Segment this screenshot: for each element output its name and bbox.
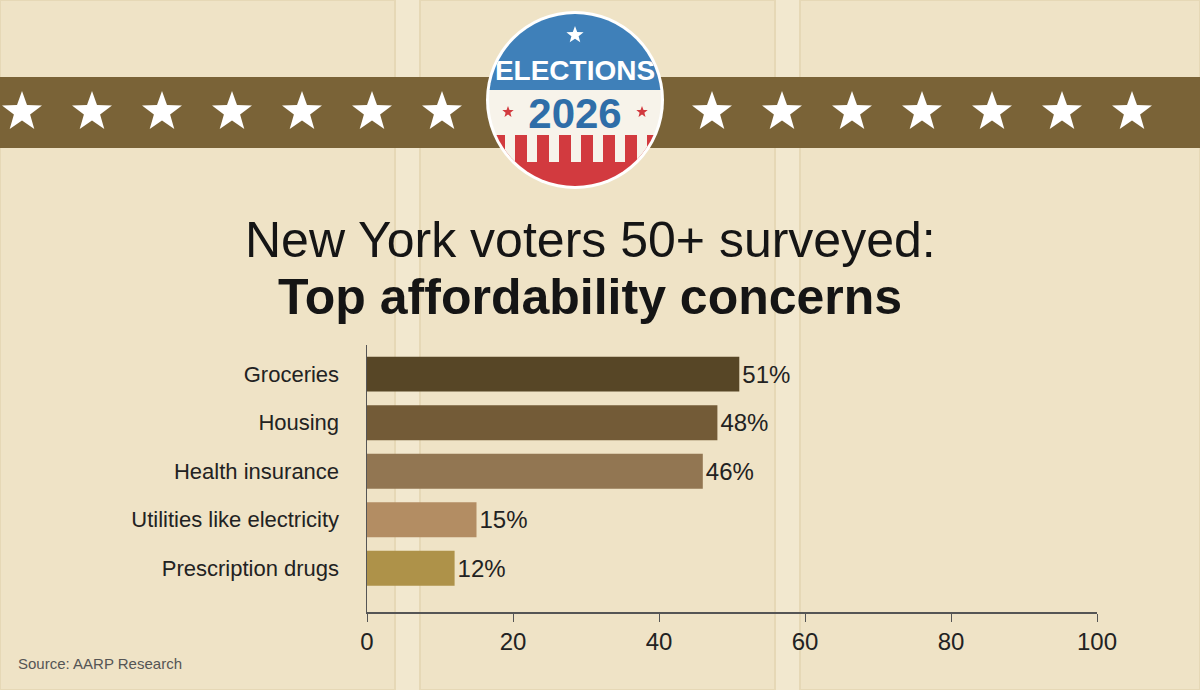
svg-text:0: 0 bbox=[360, 628, 373, 655]
svg-text:51%: 51% bbox=[742, 361, 790, 388]
svg-text:New York voters 50+ surveyed:: New York voters 50+ surveyed: bbox=[245, 212, 936, 268]
svg-text:2026: 2026 bbox=[528, 90, 621, 137]
svg-text:Prescription drugs: Prescription drugs bbox=[162, 556, 339, 581]
svg-text:Health insurance: Health insurance bbox=[174, 459, 339, 484]
svg-text:100: 100 bbox=[1077, 628, 1117, 655]
html-text:Source: AARP Research: Source: AARP Research bbox=[18, 655, 182, 672]
svg-text:80: 80 bbox=[938, 628, 965, 655]
svg-text:60: 60 bbox=[792, 628, 819, 655]
svg-text:Utilities like electricity: Utilities like electricity bbox=[131, 507, 339, 532]
svg-text:15%: 15% bbox=[480, 506, 528, 533]
svg-text:Top affordability concerns: Top affordability concerns bbox=[278, 269, 902, 325]
svg-text:ELECTIONS: ELECTIONS bbox=[495, 55, 655, 86]
svg-text:46%: 46% bbox=[706, 458, 754, 485]
svg-text:40: 40 bbox=[646, 628, 673, 655]
svg-text:48%: 48% bbox=[720, 409, 768, 436]
svg-text:20: 20 bbox=[500, 628, 527, 655]
svg-text:Housing: Housing bbox=[258, 410, 339, 435]
svg-text:12%: 12% bbox=[458, 555, 506, 582]
svg-text:Groceries: Groceries bbox=[244, 362, 339, 387]
